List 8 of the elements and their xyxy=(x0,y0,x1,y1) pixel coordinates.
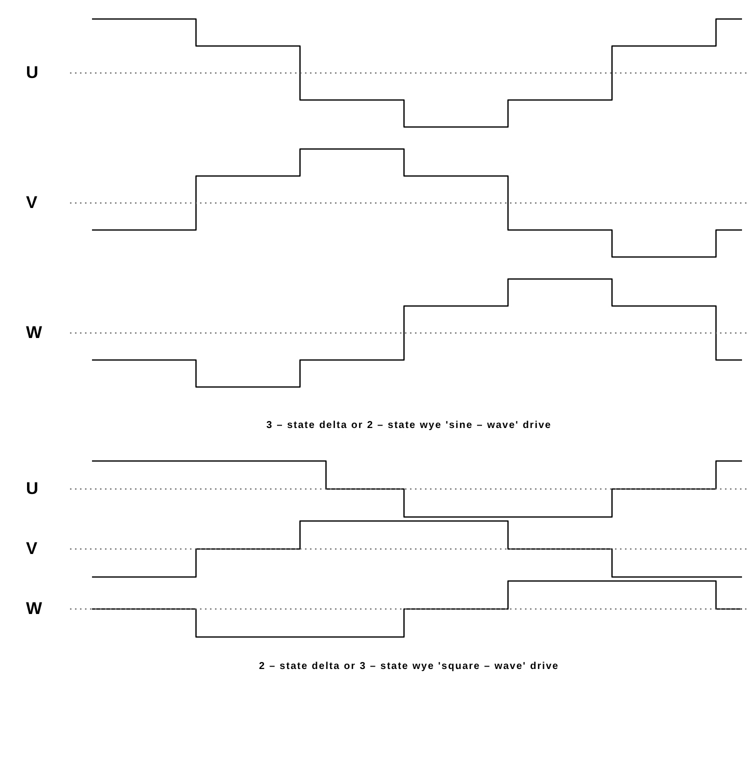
y-axis-title: W xyxy=(25,323,44,343)
y-axis-title: V xyxy=(25,539,38,559)
y-axis-title: V xyxy=(25,193,38,213)
text: 2 – state delta or 3 – state wye 'square – wave' drive xyxy=(258,661,560,672)
text: 3 – state delta or 2 – state wye 'sine – wave' drive xyxy=(265,420,553,431)
y-axis-title: W xyxy=(25,599,44,619)
y-axis-title: U xyxy=(25,479,40,499)
y-axis-title: U xyxy=(25,63,40,83)
